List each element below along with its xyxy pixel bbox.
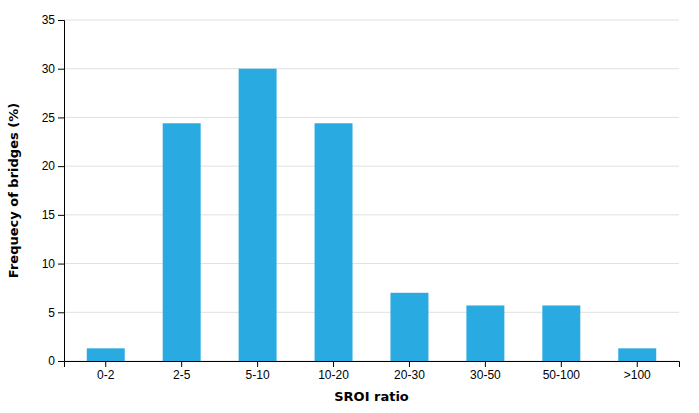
bar <box>618 348 656 361</box>
x-tick-label: 0-2 <box>97 368 115 382</box>
y-tick: 10 <box>42 257 64 271</box>
bar <box>390 293 428 361</box>
y-tick-label: 5 <box>48 306 55 320</box>
y-axis: 0 5 10 15 20 25 30 35 <box>42 13 65 368</box>
y-tick: 0 <box>48 354 64 368</box>
grid-line <box>64 166 679 167</box>
grid-line <box>64 68 679 69</box>
x-tick: 30-50 <box>470 361 501 382</box>
bar <box>315 123 353 361</box>
y-tick: 30 <box>42 62 64 76</box>
y-tick-mark <box>58 215 64 216</box>
grid-line <box>64 263 679 264</box>
x-tick-mark <box>485 361 486 367</box>
x-tick-mark <box>561 361 562 367</box>
x-tick-mark <box>409 361 410 367</box>
y-tick: 5 <box>48 306 64 320</box>
chart: 0-2 2-5 5-10 10-20 20-30 30-50 50-100 >100 0 5 10 1… <box>0 0 699 413</box>
x-axis-line <box>65 362 680 368</box>
grid-line <box>64 117 679 118</box>
x-tick: 5-10 <box>246 361 270 382</box>
y-tick-label: 35 <box>42 13 56 27</box>
bars <box>87 69 656 361</box>
y-tick: 35 <box>42 13 64 27</box>
y-axis-title: Frequecy of bridges (%) <box>6 103 21 278</box>
x-tick-mark <box>333 361 334 367</box>
grid-line <box>64 312 679 313</box>
y-tick-mark <box>58 69 64 70</box>
x-tick: 0-2 <box>97 361 115 382</box>
grid-line <box>64 20 679 21</box>
y-tick-label: 30 <box>42 62 56 76</box>
x-tick-label: 10-20 <box>318 368 349 382</box>
x-tick-mark <box>105 361 106 367</box>
y-tick-label: 25 <box>42 111 56 125</box>
y-tick-label: 10 <box>42 257 56 271</box>
y-tick-mark <box>58 20 64 21</box>
y-tick-label: 0 <box>48 354 55 368</box>
y-tick-label: 15 <box>42 208 56 222</box>
y-axis-line <box>58 21 65 362</box>
x-tick: >100 <box>624 361 651 382</box>
x-tick-label: 30-50 <box>470 368 501 382</box>
grid-line <box>64 214 679 215</box>
x-tick-mark <box>257 361 258 367</box>
x-axis: 0-2 2-5 5-10 10-20 20-30 30-50 50-100 >100 <box>65 361 680 382</box>
grid <box>64 20 679 361</box>
bar <box>466 305 504 361</box>
x-tick-mark <box>181 361 182 367</box>
y-tick: 25 <box>42 111 64 125</box>
y-tick: 20 <box>42 159 64 173</box>
x-axis-title: SROI ratio <box>334 389 409 404</box>
x-tick-label: 5-10 <box>246 368 270 382</box>
x-tick: 50-100 <box>543 361 581 382</box>
plot: 0-2 2-5 5-10 10-20 20-30 30-50 50-100 >100 0 5 10 1… <box>42 13 680 381</box>
y-tick-mark <box>58 117 64 118</box>
y-tick-label: 20 <box>42 159 56 173</box>
x-tick-label: 2-5 <box>173 368 191 382</box>
x-tick: 2-5 <box>173 361 191 382</box>
x-tick: 20-30 <box>394 361 425 382</box>
bar <box>239 69 277 361</box>
bar <box>163 123 201 361</box>
y-tick-mark <box>58 166 64 167</box>
bar <box>87 348 125 361</box>
y-tick: 15 <box>42 208 64 222</box>
x-tick: 10-20 <box>318 361 349 382</box>
y-tick-mark <box>58 312 64 313</box>
x-tick-mark <box>637 361 638 367</box>
x-tick-label: 50-100 <box>543 368 581 382</box>
x-tick-label: >100 <box>624 368 651 382</box>
x-tick-label: 20-30 <box>394 368 425 382</box>
y-tick-mark <box>58 264 64 265</box>
bar <box>542 305 580 361</box>
y-tick-mark <box>58 361 64 362</box>
